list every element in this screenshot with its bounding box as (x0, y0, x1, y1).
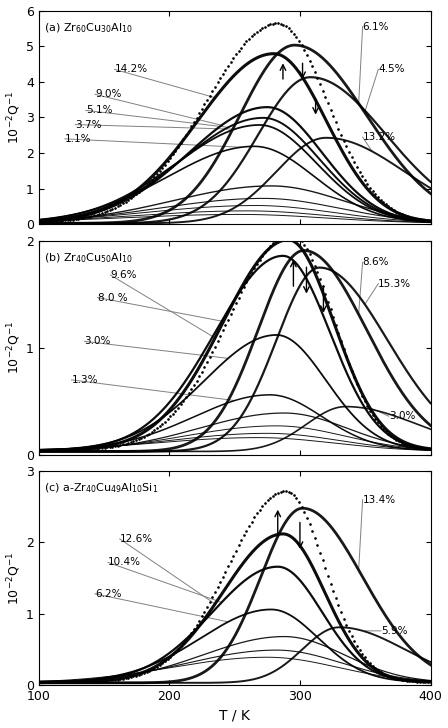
Text: 1.1%: 1.1% (65, 134, 91, 144)
Text: 4.5%: 4.5% (378, 64, 405, 74)
Text: 12.6%: 12.6% (120, 534, 153, 544)
Text: 8.6%: 8.6% (362, 257, 389, 267)
Text: 3.0%: 3.0% (389, 411, 415, 422)
Text: (b) Zr$_{40}$Cu$_{50}$Al$_{10}$: (b) Zr$_{40}$Cu$_{50}$Al$_{10}$ (44, 252, 133, 265)
Text: 13.4%: 13.4% (362, 495, 396, 505)
Text: 3.0%: 3.0% (85, 336, 111, 347)
Y-axis label: $10^{-2}$Q$^{-1}$: $10^{-2}$Q$^{-1}$ (5, 551, 23, 605)
Text: 8.0 %: 8.0 % (98, 293, 127, 303)
Text: 5.1%: 5.1% (86, 106, 112, 115)
Text: 6.1%: 6.1% (362, 22, 389, 31)
Text: 1.3%: 1.3% (71, 375, 98, 385)
Text: 6.2%: 6.2% (95, 589, 121, 599)
Text: 15.3%: 15.3% (378, 279, 411, 288)
Text: 3.7%: 3.7% (75, 119, 102, 130)
Text: 13.2%: 13.2% (362, 132, 396, 142)
Text: (a) Zr$_{60}$Cu$_{30}$Al$_{10}$: (a) Zr$_{60}$Cu$_{30}$Al$_{10}$ (44, 21, 133, 35)
Text: 9.6%: 9.6% (111, 270, 137, 280)
Text: 10.4%: 10.4% (108, 558, 141, 567)
X-axis label: T / K: T / K (219, 708, 250, 722)
Y-axis label: $10^{-2}$Q$^{-1}$: $10^{-2}$Q$^{-1}$ (5, 321, 23, 374)
Y-axis label: $10^{-2}$Q$^{-1}$: $10^{-2}$Q$^{-1}$ (5, 91, 23, 144)
Text: 9.0%: 9.0% (95, 90, 121, 99)
Text: 14.2%: 14.2% (115, 64, 148, 74)
Text: 5.9%: 5.9% (381, 626, 407, 636)
Text: (c) a-Zr$_{40}$Cu$_{49}$Al$_{10}$Si$_{1}$: (c) a-Zr$_{40}$Cu$_{49}$Al$_{10}$Si$_{1}… (44, 482, 158, 496)
